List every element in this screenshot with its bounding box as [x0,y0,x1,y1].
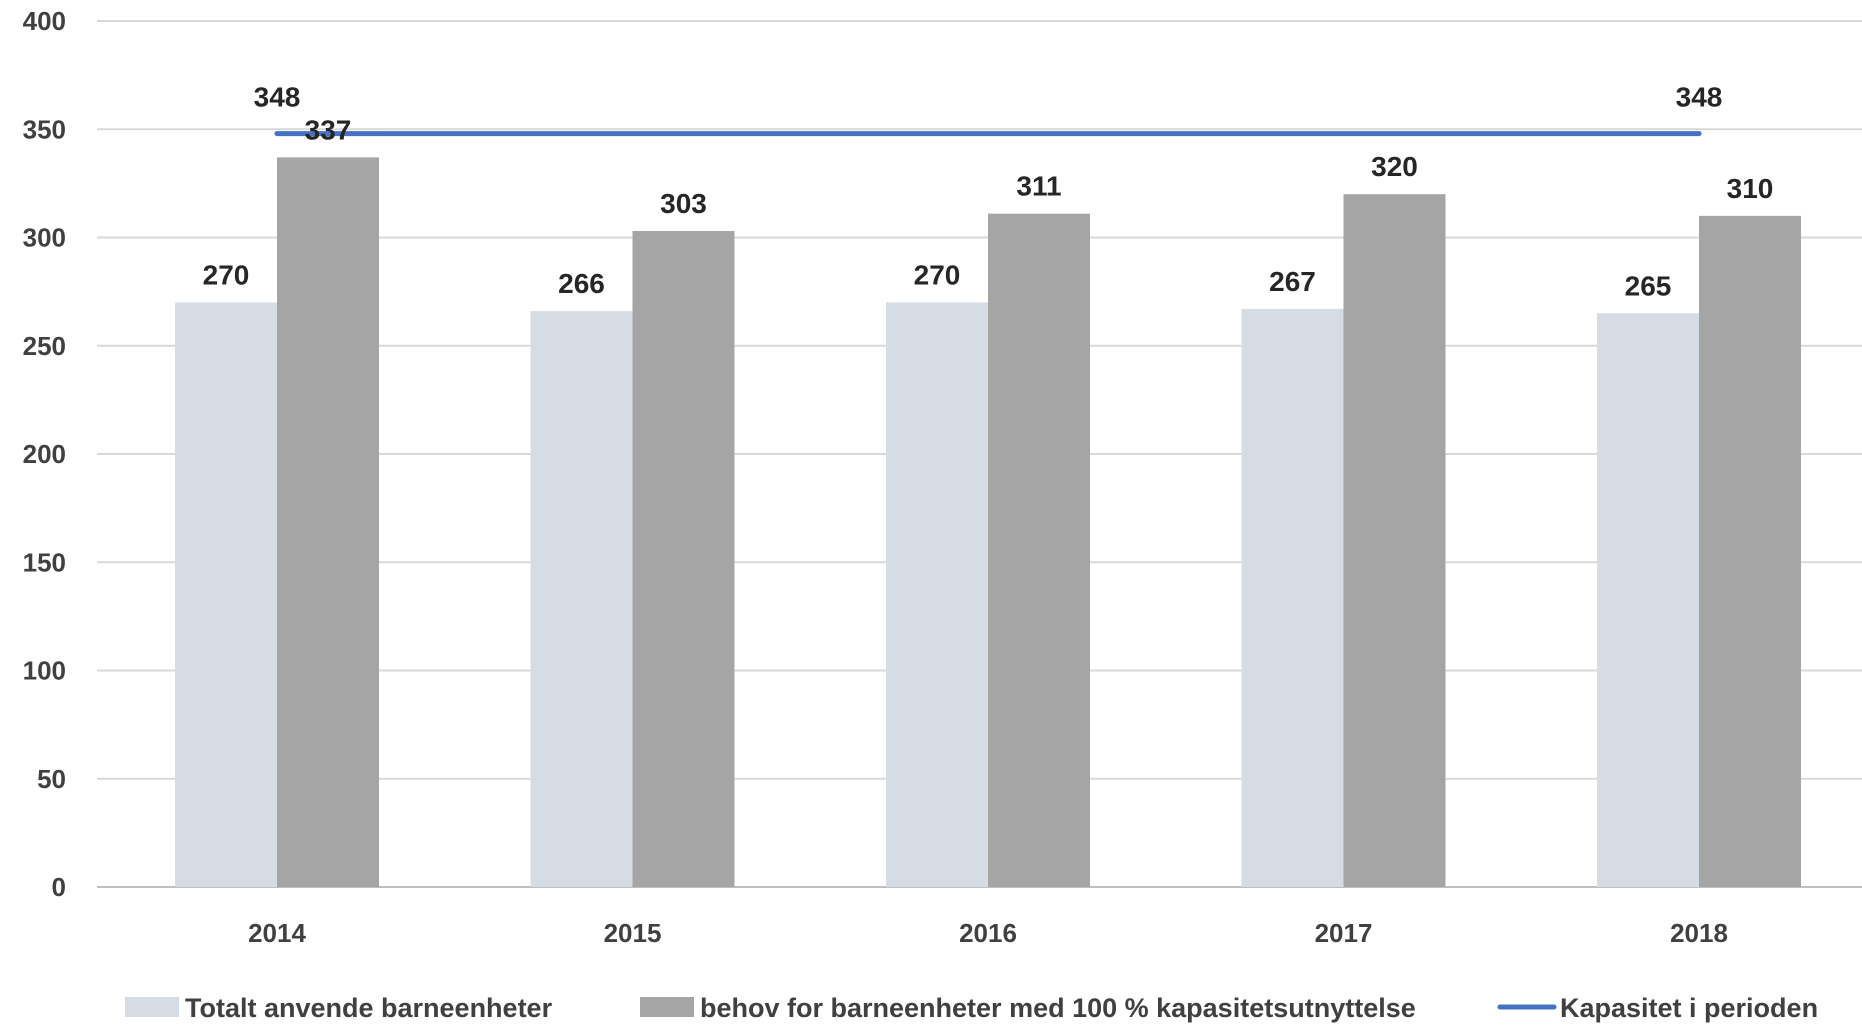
y-tick-label: 200 [23,439,66,469]
data-label: 266 [558,268,605,299]
data-label: 270 [203,259,250,290]
y-tick-label: 400 [23,6,66,36]
bar-behov-for-barneenheter-med-100-kapasitetsutnyttelse-2015 [632,231,735,887]
bar-totalt-anvende-barneenheter-2014 [175,302,277,887]
legend-label: Totalt anvende barneenheter [185,993,553,1023]
bar-totalt-anvende-barneenheter-2017 [1241,308,1344,887]
y-tick-label: 300 [23,223,66,253]
data-label: 270 [914,259,961,290]
legend: Totalt anvende barneenheter behov for bar… [125,993,1818,1023]
x-tick-label: 2018 [1670,918,1728,948]
y-tick-label: 0 [52,872,66,902]
bar-behov-for-barneenheter-med-100-kapasitetsutnyttelse-2014 [277,157,379,887]
bar-totalt-anvende-barneenheter-2015 [530,311,633,887]
data-label: 267 [1269,266,1316,297]
data-label: 320 [1371,151,1418,182]
axes: 0 50 100 150 200 250 300 350 400 2014 2015 2016 2017… [23,6,1728,948]
data-label: 311 [1016,171,1061,202]
y-tick-label: 50 [37,764,66,794]
data-label: 337 [305,114,352,145]
x-tick-label: 2015 [604,918,662,948]
bar-totalt-anvende-barneenheter-2018 [1597,313,1699,887]
y-tick-label: 350 [23,114,66,144]
x-tick-label: 2014 [248,918,306,948]
x-tick-label: 2017 [1315,918,1373,948]
bar-behov-for-barneenheter-med-100-kapasitetsutnyttelse-2018 [1699,215,1801,888]
bar-totalt-anvende-barneenheter-2016 [886,302,988,887]
y-tick-label: 250 [23,331,66,361]
x-tick-label: 2016 [959,918,1017,948]
y-tick-label: 150 [23,547,66,577]
legend-label: Kapasitet i perioden [1560,993,1818,1023]
data-labels: 270 337 266 303 270 311 267 320 265 310 348 348 [203,82,1774,302]
data-label: 310 [1727,173,1774,204]
data-label: 303 [660,188,707,219]
line-data-label: 348 [1676,82,1723,113]
y-tick-label: 100 [23,656,66,686]
data-label: 265 [1625,270,1672,301]
bar-behov-for-barneenheter-med-100-kapasitetsutnyttelse-2016 [988,213,1090,887]
legend-swatch-totalt-anvende-barneenheter [125,997,179,1017]
bar-behov-for-barneenheter-med-100-kapasitetsutnyttelse-2017 [1343,194,1446,887]
line-data-label: 348 [254,82,301,113]
legend-swatch-behov-for-barneenheter-med-100-kapasitetsutnyttelse [640,997,694,1017]
bars [175,157,1801,888]
legend-label: behov for barneenheter med 100 % kapasit… [700,993,1416,1023]
